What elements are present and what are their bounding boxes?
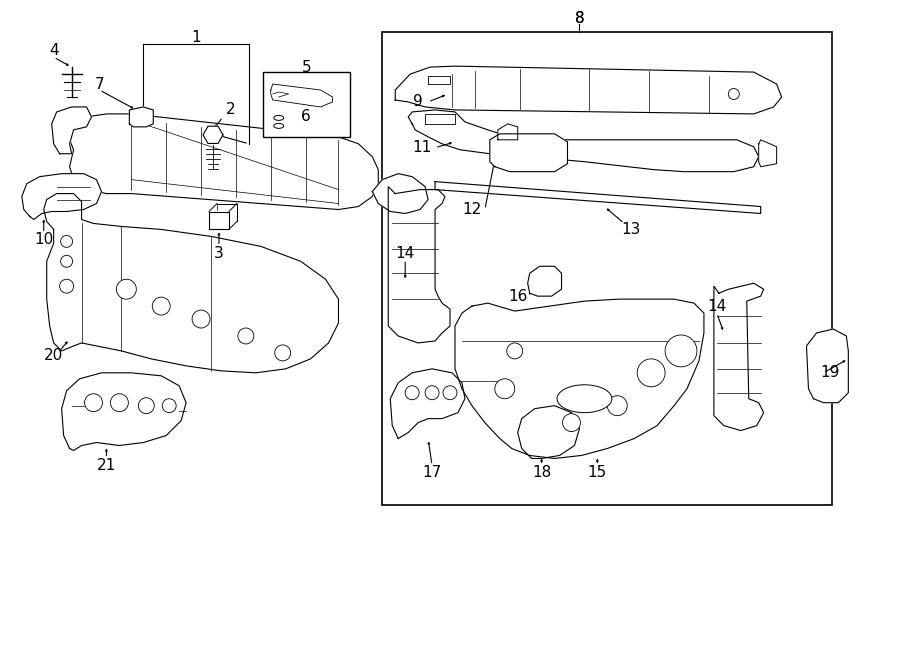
Polygon shape xyxy=(388,186,450,343)
Text: 15: 15 xyxy=(588,465,607,480)
Text: 8: 8 xyxy=(574,11,584,26)
Bar xyxy=(263,72,350,137)
Polygon shape xyxy=(69,114,378,210)
Polygon shape xyxy=(806,329,849,403)
Circle shape xyxy=(60,255,73,267)
Circle shape xyxy=(608,396,627,416)
Circle shape xyxy=(192,310,210,328)
Polygon shape xyxy=(271,84,332,107)
Circle shape xyxy=(495,379,515,399)
Polygon shape xyxy=(518,406,580,459)
Text: 14: 14 xyxy=(707,299,726,313)
Text: 10: 10 xyxy=(34,232,53,247)
Circle shape xyxy=(238,328,254,344)
Text: 18: 18 xyxy=(532,465,551,480)
Polygon shape xyxy=(435,182,760,214)
Bar xyxy=(382,32,832,505)
Text: 9: 9 xyxy=(413,95,423,110)
Circle shape xyxy=(85,394,103,412)
Text: 4: 4 xyxy=(49,43,58,58)
Circle shape xyxy=(405,386,419,400)
Text: 20: 20 xyxy=(44,348,63,364)
Text: 3: 3 xyxy=(214,246,224,261)
Polygon shape xyxy=(714,283,764,430)
Text: 19: 19 xyxy=(821,366,840,380)
Circle shape xyxy=(425,386,439,400)
Polygon shape xyxy=(498,124,518,140)
Circle shape xyxy=(562,414,580,432)
Polygon shape xyxy=(209,212,229,229)
Polygon shape xyxy=(455,299,704,459)
Circle shape xyxy=(443,386,457,400)
Circle shape xyxy=(728,89,739,99)
Text: 14: 14 xyxy=(396,246,415,261)
Circle shape xyxy=(274,345,291,361)
Circle shape xyxy=(162,399,176,412)
Circle shape xyxy=(59,279,74,293)
Polygon shape xyxy=(51,107,92,154)
Polygon shape xyxy=(527,266,562,296)
Text: 7: 7 xyxy=(94,77,104,91)
Circle shape xyxy=(139,398,154,414)
Circle shape xyxy=(60,235,73,247)
Polygon shape xyxy=(373,174,428,214)
Polygon shape xyxy=(22,174,102,219)
Polygon shape xyxy=(130,107,153,127)
Polygon shape xyxy=(44,194,338,373)
Text: 8: 8 xyxy=(574,11,584,26)
Text: 21: 21 xyxy=(97,458,116,473)
Polygon shape xyxy=(428,76,450,84)
Polygon shape xyxy=(409,110,759,172)
Text: 1: 1 xyxy=(192,30,201,45)
Polygon shape xyxy=(395,66,781,114)
Text: 6: 6 xyxy=(301,110,310,124)
Circle shape xyxy=(507,343,523,359)
Circle shape xyxy=(637,359,665,387)
Text: 16: 16 xyxy=(508,289,527,303)
Polygon shape xyxy=(425,114,455,124)
Ellipse shape xyxy=(274,116,284,120)
Polygon shape xyxy=(61,373,186,451)
Text: 5: 5 xyxy=(302,59,311,75)
Circle shape xyxy=(152,297,170,315)
Circle shape xyxy=(665,335,697,367)
Text: 11: 11 xyxy=(412,140,432,155)
Text: 17: 17 xyxy=(422,465,442,480)
Ellipse shape xyxy=(274,124,284,128)
Text: 2: 2 xyxy=(226,102,236,118)
Circle shape xyxy=(116,279,136,299)
Polygon shape xyxy=(490,134,568,172)
Circle shape xyxy=(111,394,129,412)
Text: 12: 12 xyxy=(463,202,482,217)
Polygon shape xyxy=(203,126,223,143)
Polygon shape xyxy=(391,369,465,438)
Ellipse shape xyxy=(557,385,612,412)
Text: 13: 13 xyxy=(622,222,641,237)
Polygon shape xyxy=(759,140,777,167)
